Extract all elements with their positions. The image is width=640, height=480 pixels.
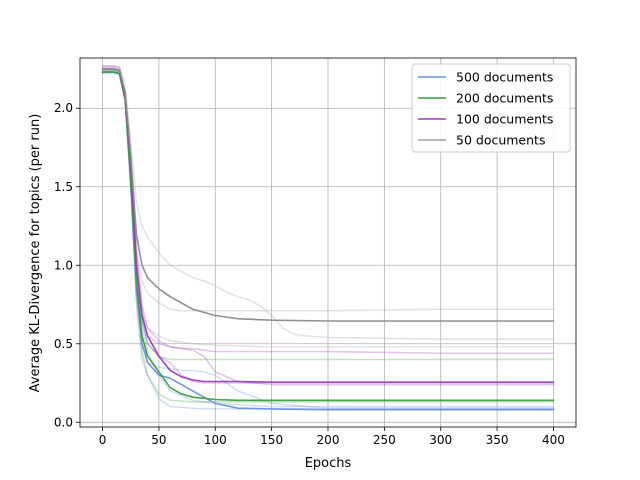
x-axis-ticks: 0 50 100 150 200 250 300 350 400 bbox=[99, 427, 565, 447]
x-tick-label: 350 bbox=[486, 433, 509, 447]
legend-label: 100 documents bbox=[456, 112, 553, 127]
x-axis-label: Epochs bbox=[305, 456, 352, 471]
x-tick-label: 150 bbox=[260, 433, 283, 447]
x-tick-label: 50 bbox=[151, 433, 166, 447]
mean-lines bbox=[101, 68, 555, 411]
x-tick-label: 200 bbox=[317, 433, 340, 447]
legend-label: 200 documents bbox=[456, 91, 553, 106]
y-tick-label: 2.0 bbox=[54, 101, 73, 115]
x-tick-label: 400 bbox=[542, 433, 565, 447]
legend: 500 documents 200 documents 100 documents 5… bbox=[411, 63, 571, 153]
x-tick-label: 100 bbox=[204, 433, 227, 447]
mean-line-50-documents bbox=[101, 68, 555, 322]
y-axis-ticks: 0.0 0.5 1.0 1.5 2.0 bbox=[54, 101, 80, 429]
y-tick-label: 0.5 bbox=[54, 337, 73, 351]
run-line-50-documents bbox=[101, 65, 555, 340]
y-tick-label: 1.0 bbox=[54, 258, 73, 272]
x-tick-label: 250 bbox=[373, 433, 396, 447]
x-tick-label: 300 bbox=[429, 433, 452, 447]
x-tick-label: 0 bbox=[99, 433, 107, 447]
legend-label: 500 documents bbox=[456, 70, 553, 85]
y-tick-label: 1.5 bbox=[54, 180, 73, 194]
y-tick-label: 0.0 bbox=[54, 415, 73, 429]
legend-label: 50 documents bbox=[456, 133, 545, 148]
y-axis-label: Average KL-Divergence for topics (per ru… bbox=[28, 114, 43, 393]
legend-box bbox=[411, 63, 571, 153]
